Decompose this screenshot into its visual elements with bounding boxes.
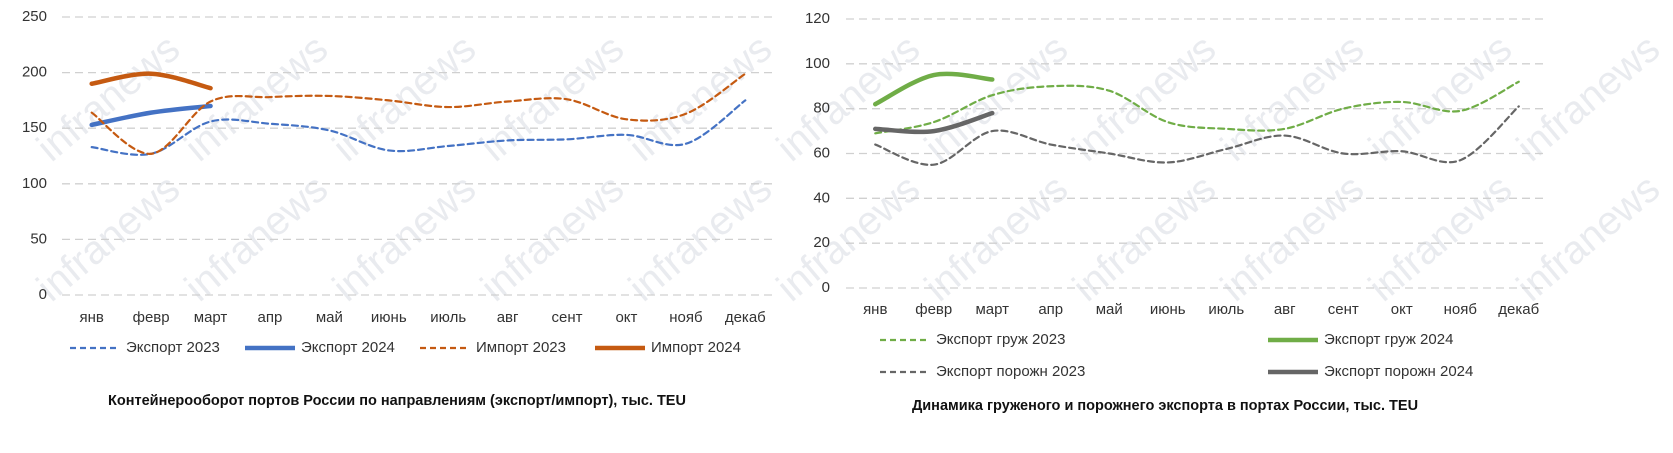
x-tick-label: янв bbox=[863, 301, 887, 318]
watermark: infranews bbox=[473, 166, 632, 310]
y-tick-label: 0 bbox=[822, 279, 830, 296]
y-tick-label: 120 bbox=[805, 10, 830, 27]
legend-label: Экспорт 2023 bbox=[126, 339, 220, 356]
y-tick-label: 100 bbox=[22, 175, 47, 192]
watermark: infranews bbox=[1361, 26, 1520, 170]
x-tick-label: сент bbox=[552, 309, 583, 326]
legend-label: Импорт 2023 bbox=[476, 339, 566, 356]
watermark: infranews bbox=[29, 166, 188, 310]
x-tick-label: июль bbox=[1208, 301, 1244, 318]
watermark: infranews bbox=[177, 26, 336, 170]
chart-title: Контейнерооборот портов России по направ… bbox=[108, 393, 686, 409]
x-tick-label: июнь bbox=[371, 309, 407, 326]
x-tick-label: февр bbox=[133, 309, 170, 326]
x-tick-label: нояб bbox=[1444, 301, 1477, 318]
watermark: infranews bbox=[917, 26, 1076, 170]
series-line bbox=[874, 80, 1520, 135]
y-tick-label: 60 bbox=[813, 144, 830, 161]
watermarks: infranewsinfranewsinfranewsinfranewsinfr… bbox=[29, 26, 1668, 310]
y-tick-label: 50 bbox=[30, 230, 47, 247]
y-tick-label: 150 bbox=[22, 119, 47, 136]
series-line bbox=[873, 71, 995, 107]
watermark: infranews bbox=[473, 26, 632, 170]
legend-label: Экспорт груж 2024 bbox=[1324, 331, 1453, 348]
watermark: infranews bbox=[325, 26, 484, 170]
watermark: infranews bbox=[1065, 26, 1224, 170]
legend-label: Импорт 2024 bbox=[651, 339, 741, 356]
x-tick-label: сент bbox=[1328, 301, 1359, 318]
x-tick-label: май bbox=[1096, 301, 1123, 318]
watermark: infranews bbox=[1213, 26, 1372, 170]
x-tick-label: май bbox=[316, 309, 343, 326]
series-line bbox=[874, 105, 1520, 166]
legend-label: Экспорт груж 2023 bbox=[936, 331, 1065, 348]
y-tick-label: 80 bbox=[813, 100, 830, 117]
watermark: infranews bbox=[621, 166, 780, 310]
watermark: infranews bbox=[325, 166, 484, 310]
x-tick-label: декаб bbox=[1498, 301, 1539, 318]
x-tick-label: март bbox=[975, 301, 1009, 318]
x-tick-label: авг bbox=[1274, 301, 1296, 318]
legend-label: Экспорт порожн 2024 bbox=[1324, 363, 1473, 380]
series-line bbox=[89, 103, 213, 128]
y-tick-label: 20 bbox=[813, 234, 830, 251]
watermark: infranews bbox=[769, 26, 928, 170]
y-tick-label: 0 bbox=[39, 286, 47, 303]
watermark: infranews bbox=[621, 26, 780, 170]
series-line bbox=[90, 72, 747, 155]
watermark: infranews bbox=[177, 166, 336, 310]
x-tick-label: декаб bbox=[725, 309, 766, 326]
y-tick-label: 40 bbox=[813, 189, 830, 206]
x-tick-label: апр bbox=[258, 309, 283, 326]
x-tick-label: нояб bbox=[669, 309, 702, 326]
x-tick-label: март bbox=[194, 309, 228, 326]
y-tick-label: 200 bbox=[22, 64, 47, 81]
x-tick-label: июнь bbox=[1150, 301, 1186, 318]
series-line bbox=[89, 71, 213, 91]
x-tick-label: февр bbox=[915, 301, 952, 318]
x-tick-label: окт bbox=[1391, 301, 1413, 318]
x-tick-label: июль bbox=[430, 309, 466, 326]
x-tick-label: янв bbox=[80, 309, 104, 326]
x-tick-label: окт bbox=[615, 309, 637, 326]
series-line bbox=[873, 110, 995, 135]
watermark: infranews bbox=[1509, 26, 1668, 170]
x-tick-label: апр bbox=[1038, 301, 1063, 318]
series-line bbox=[90, 99, 747, 156]
y-tick-label: 100 bbox=[805, 55, 830, 72]
legend-label: Экспорт порожн 2023 bbox=[936, 363, 1085, 380]
legend-label: Экспорт 2024 bbox=[301, 339, 395, 356]
x-tick-label: авг bbox=[497, 309, 519, 326]
y-tick-label: 250 bbox=[22, 8, 47, 25]
chart-title: Динамика груженого и порожнего экспорта … bbox=[912, 398, 1418, 414]
watermark: infranews bbox=[1509, 166, 1668, 310]
